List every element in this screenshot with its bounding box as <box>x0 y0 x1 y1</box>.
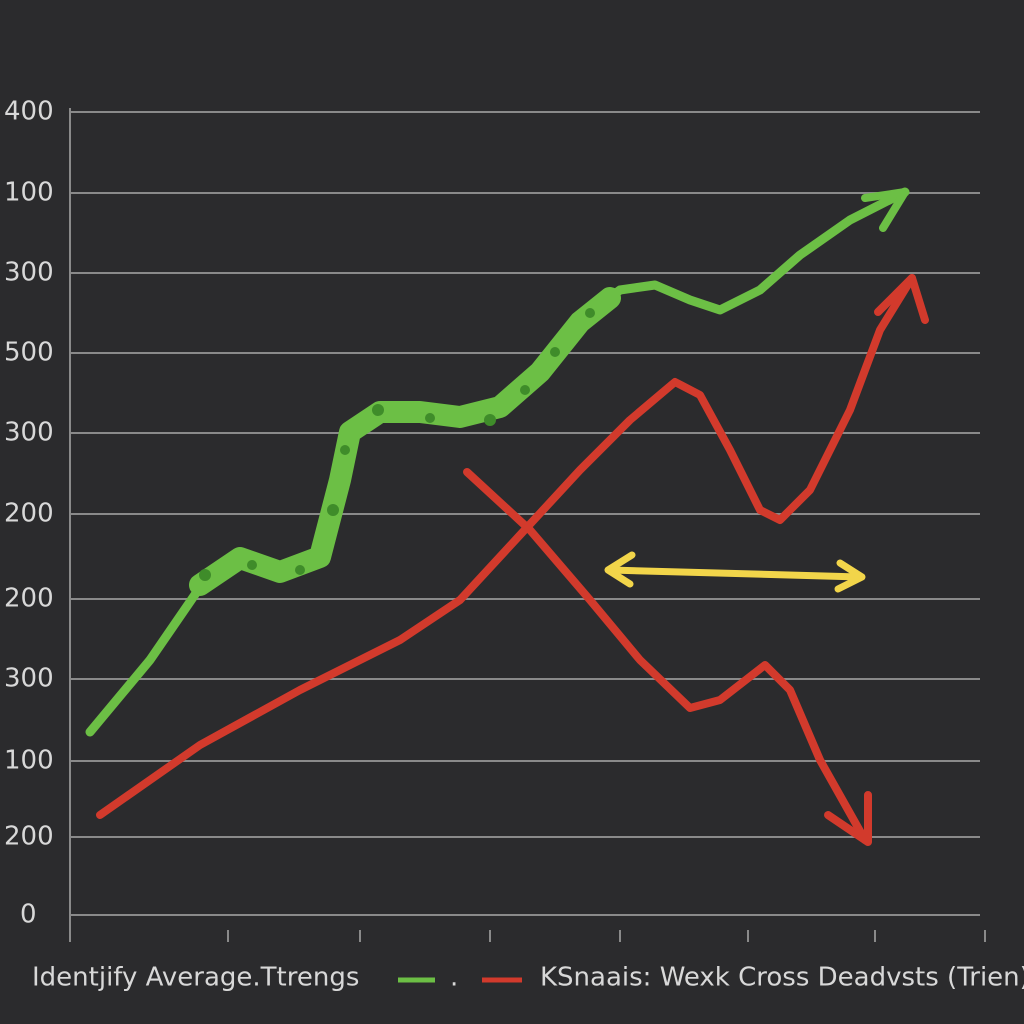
y-tick-label: 200 <box>4 822 54 852</box>
red-arrowhead <box>874 274 929 324</box>
red-trend <box>96 274 916 819</box>
y-tick-label: 200 <box>4 499 54 529</box>
y-tick-label: 400 <box>4 97 54 127</box>
red-cross-arrowhead <box>824 791 872 846</box>
legend-label: Identjify Average.Ttrengs <box>32 963 359 993</box>
y-tick-label: 100 <box>4 746 54 776</box>
y-tick-label: 300 <box>4 664 54 694</box>
legend-separator: . <box>450 963 458 993</box>
legend-label: KSnaais: Wexk Cross Deadvsts (Trien) <box>540 963 1024 993</box>
green-arrowhead <box>861 188 909 232</box>
x-ticks <box>227 930 986 942</box>
green-dots <box>199 308 595 581</box>
y-tick-label: 100 <box>4 178 54 208</box>
y-tick-label: 300 <box>4 258 54 288</box>
red-cross-line <box>463 468 869 844</box>
yellow-arrow <box>604 551 866 593</box>
y-tick-label: 500 <box>4 338 54 368</box>
y-tick-label: 300 <box>4 418 54 448</box>
y-tick-label: 200 <box>4 584 54 614</box>
y-tick-label: 0 <box>20 900 37 930</box>
grid: 400 100 300 500 300 200 200 300 100 200 0 <box>4 97 980 930</box>
